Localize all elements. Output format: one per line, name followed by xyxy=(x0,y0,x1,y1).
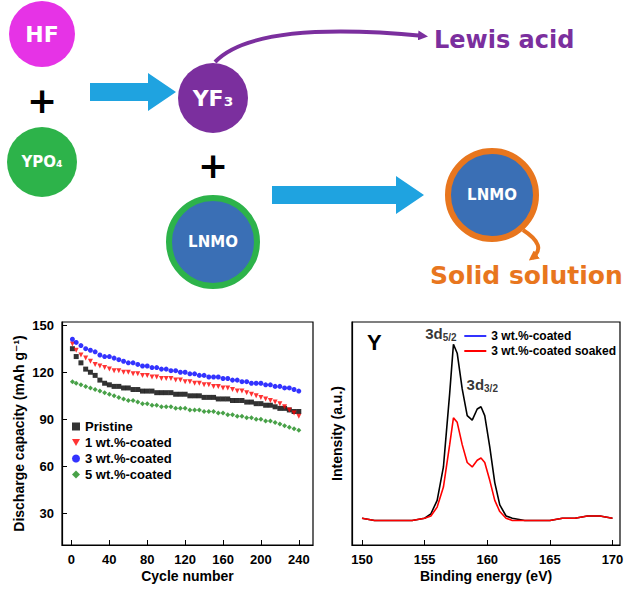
svg-text:150: 150 xyxy=(32,318,54,333)
svg-text:LNMO: LNMO xyxy=(467,186,517,204)
svg-text:3/2: 3/2 xyxy=(484,383,498,394)
svg-text:Pristine: Pristine xyxy=(85,419,133,434)
svg-text:+: + xyxy=(198,145,228,186)
svg-text:0: 0 xyxy=(68,552,75,567)
svg-text:YF₃: YF₃ xyxy=(192,86,234,111)
svg-text:Cycle number: Cycle number xyxy=(141,568,234,584)
svg-text:Intensity (a.u.): Intensity (a.u.) xyxy=(329,386,345,481)
svg-text:120: 120 xyxy=(174,552,196,567)
svg-text:30: 30 xyxy=(40,506,54,521)
svg-text:160: 160 xyxy=(476,552,498,567)
svg-text:Y: Y xyxy=(367,330,382,355)
svg-text:200: 200 xyxy=(250,552,272,567)
svg-text:3 wt.%-coated: 3 wt.%-coated xyxy=(491,329,571,343)
svg-text:3 wt.%-coated: 3 wt.%-coated xyxy=(85,451,172,466)
svg-text:Lewis acid: Lewis acid xyxy=(434,26,574,54)
svg-text:80: 80 xyxy=(140,552,154,567)
svg-text:160: 160 xyxy=(212,552,234,567)
svg-text:165: 165 xyxy=(539,552,561,567)
svg-text:90: 90 xyxy=(40,412,54,427)
svg-text:HF: HF xyxy=(25,22,58,47)
svg-text:240: 240 xyxy=(288,552,310,567)
svg-text:5 wt.%-coated: 5 wt.%-coated xyxy=(85,467,172,482)
svg-text:YPO₄: YPO₄ xyxy=(20,153,62,171)
svg-text:3d: 3d xyxy=(425,325,443,342)
svg-text:150: 150 xyxy=(351,552,373,567)
svg-text:40: 40 xyxy=(102,552,116,567)
svg-text:3d: 3d xyxy=(467,376,485,393)
svg-text:+: + xyxy=(27,80,57,121)
svg-text:Binding energy (eV): Binding energy (eV) xyxy=(420,568,552,584)
svg-text:155: 155 xyxy=(414,552,436,567)
svg-text:Solid solution: Solid solution xyxy=(430,261,623,290)
svg-text:1 wt.%-coated: 1 wt.%-coated xyxy=(85,435,172,450)
svg-text:170: 170 xyxy=(602,552,624,567)
svg-text:60: 60 xyxy=(40,459,54,474)
svg-text:Discharge capacity (mAh g⁻¹): Discharge capacity (mAh g⁻¹) xyxy=(11,335,27,531)
svg-text:3 wt.%-coated soaked: 3 wt.%-coated soaked xyxy=(491,344,616,358)
svg-text:LNMO: LNMO xyxy=(188,233,238,251)
svg-text:120: 120 xyxy=(32,365,54,380)
svg-text:5/2: 5/2 xyxy=(443,332,457,343)
